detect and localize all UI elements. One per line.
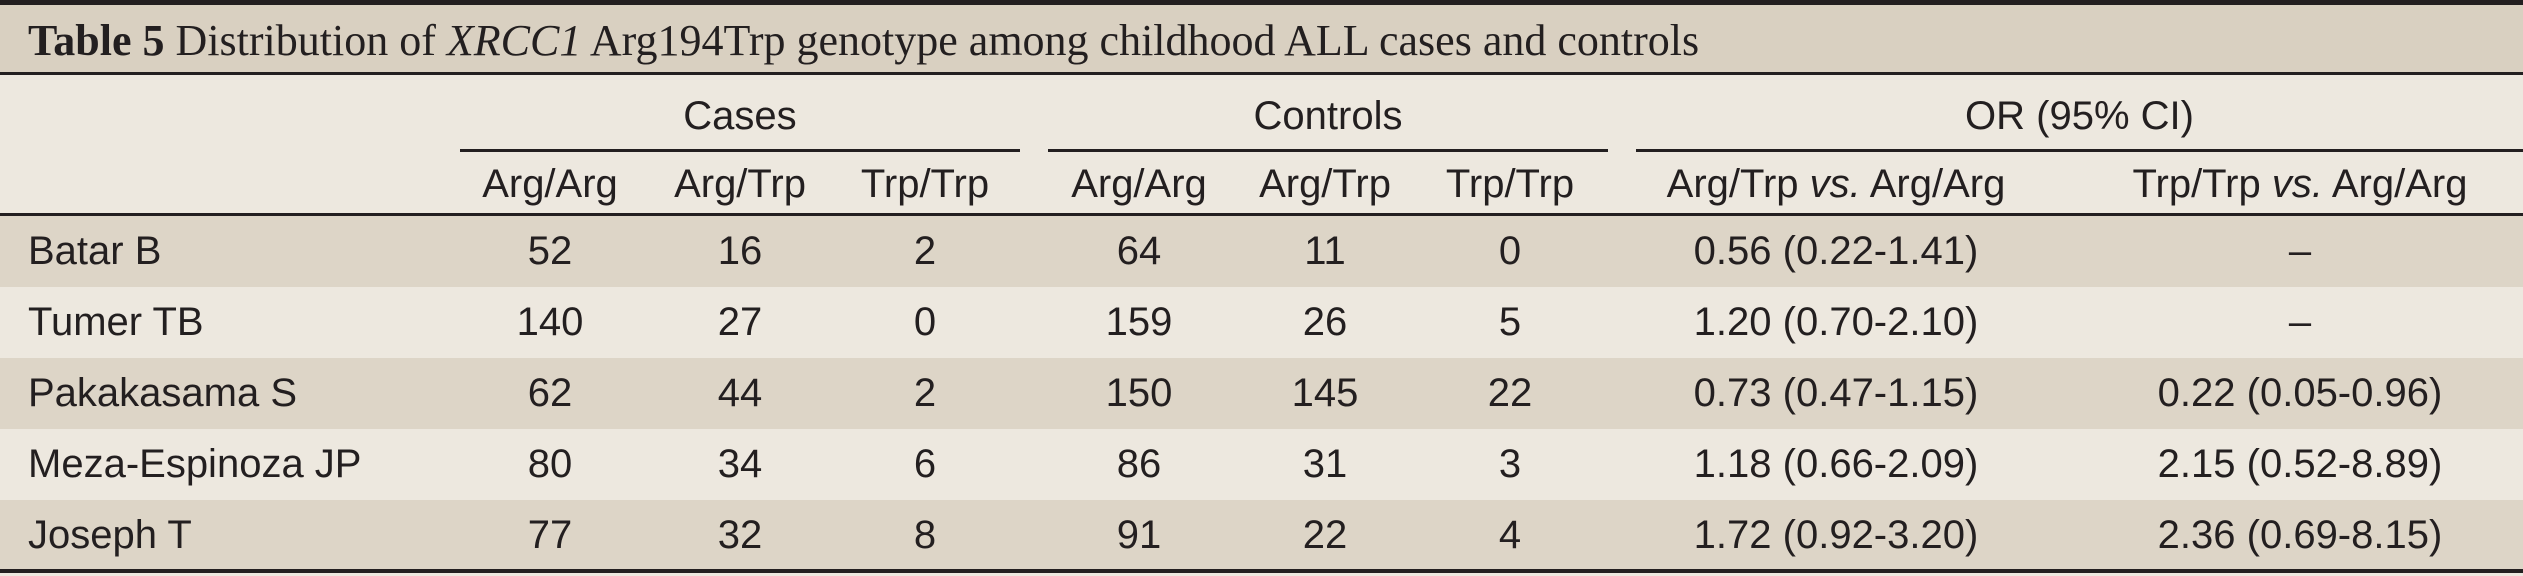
controls-trptrp-value: 5 [1498, 300, 1522, 344]
cases-trptrp-value: 2 [913, 229, 937, 273]
cases-argarg-value: 62 [527, 371, 573, 415]
cases-argarg-value: 77 [527, 513, 573, 557]
cases-trptrp-value: 8 [913, 513, 937, 557]
or2-value: – [2288, 300, 2312, 344]
or1-value: 0.56 (0.22-1.41) [1693, 229, 1979, 273]
table-row: Tumer TB 140 27 0 159 26 5 1.20 (0.70-2.… [0, 287, 2523, 358]
col-header-controls-argarg: Arg/Arg [1071, 162, 1207, 206]
controls-argarg-value: 64 [1116, 229, 1162, 273]
controls-argtrp-value: 22 [1302, 513, 1348, 557]
table-row: Pakakasama S 62 44 2 150 145 22 0.73 (0.… [0, 358, 2523, 429]
col-header-cases-trptrp: Trp/Trp [860, 162, 990, 206]
cases-trptrp-value: 0 [913, 300, 937, 344]
row-name: Pakakasama S [28, 371, 298, 415]
controls-argtrp-value: 31 [1302, 442, 1348, 486]
caption-pre: Distribution of [175, 16, 447, 65]
controls-argarg-value: 86 [1116, 442, 1162, 486]
or2-left: Trp/Trp [2132, 162, 2272, 206]
group-header-or: OR (95% CI) [1965, 94, 2194, 138]
cases-argtrp-value: 34 [717, 442, 763, 486]
group-rule-cases [460, 149, 1020, 152]
controls-trptrp-value: 22 [1487, 371, 1533, 415]
cases-trptrp-value: 6 [913, 442, 937, 486]
row-name: Batar B [28, 229, 162, 273]
or1-right: Arg/Arg [1860, 162, 2006, 206]
cases-argarg-value: 80 [527, 442, 573, 486]
or1-value: 0.73 (0.47-1.15) [1693, 371, 1979, 415]
group-header-controls: Controls [1253, 94, 1403, 138]
or2-value: 2.36 (0.69-8.15) [2157, 513, 2443, 557]
or1-left: Arg/Trp [1666, 162, 1810, 206]
row-name: Joseph T [28, 513, 192, 557]
caption-gene: XRCC1 [446, 16, 582, 65]
cases-argtrp-value: 16 [717, 229, 763, 273]
table-row: Batar B 52 16 2 64 11 0 0.56 (0.22-1.41)… [0, 216, 2523, 287]
or1-vs: vs. [1809, 162, 1861, 206]
cases-argtrp-value: 32 [717, 513, 763, 557]
or1-value: 1.72 (0.92-3.20) [1693, 513, 1979, 557]
controls-argarg-value: 150 [1105, 371, 1173, 415]
or2-value: 2.15 (0.52-8.89) [2157, 442, 2443, 486]
cases-argarg-value: 52 [527, 229, 573, 273]
table-caption-bar: Table 5 Distribution of XRCC1 Arg194Trp … [0, 0, 2523, 72]
table-row: Joseph T 77 32 8 91 22 4 1.72 (0.92-3.20… [0, 500, 2523, 571]
or1-value: 1.18 (0.66-2.09) [1693, 442, 1979, 486]
group-rule-or [1636, 149, 2523, 152]
or2-value: 0.22 (0.05-0.96) [2157, 371, 2443, 415]
cases-argarg-value: 140 [516, 300, 584, 344]
col-header-controls-argtrp: Arg/Trp [1259, 162, 1391, 206]
table-header: Cases Controls OR (95% CI) Arg/Arg Arg/T… [0, 72, 2523, 214]
bottom-rule [0, 569, 2523, 573]
controls-argarg-value: 159 [1105, 300, 1173, 344]
group-rule-controls [1048, 149, 1608, 152]
cases-argtrp-value: 44 [717, 371, 763, 415]
controls-trptrp-value: 4 [1498, 513, 1522, 557]
controls-trptrp-value: 0 [1498, 229, 1522, 273]
controls-argarg-value: 91 [1116, 513, 1162, 557]
row-name: Tumer TB [28, 300, 204, 344]
controls-argtrp-value: 26 [1302, 300, 1348, 344]
group-header-cases: Cases [683, 94, 797, 138]
caption-post: Arg194Trp genotype among childhood ALL c… [581, 16, 1700, 65]
controls-argtrp-value: 11 [1304, 229, 1346, 273]
col-header-or1: Arg/Trp vs. Arg/Arg [1636, 161, 2036, 207]
controls-argtrp-value: 145 [1291, 371, 1359, 415]
col-header-cases-argtrp: Arg/Trp [674, 162, 806, 206]
cases-trptrp-value: 2 [913, 371, 937, 415]
or2-value: – [2288, 229, 2312, 273]
header-rule [0, 213, 2523, 216]
col-header-cases-argarg: Arg/Arg [482, 162, 618, 206]
col-header-or2: Trp/Trp vs. Arg/Arg [2100, 161, 2500, 207]
table-row: Meza-Espinoza JP 80 34 6 86 31 3 1.18 (0… [0, 429, 2523, 500]
or1-value: 1.20 (0.70-2.10) [1693, 300, 1979, 344]
controls-trptrp-value: 3 [1498, 442, 1522, 486]
or2-right: Arg/Arg [2322, 162, 2468, 206]
table-caption: Table 5 Distribution of XRCC1 Arg194Trp … [28, 15, 1699, 67]
col-header-controls-trptrp: Trp/Trp [1445, 162, 1575, 206]
row-name: Meza-Espinoza JP [28, 442, 362, 486]
caption-label: Table 5 [28, 16, 165, 65]
or2-vs: vs. [2271, 162, 2323, 206]
cases-argtrp-value: 27 [717, 300, 763, 344]
